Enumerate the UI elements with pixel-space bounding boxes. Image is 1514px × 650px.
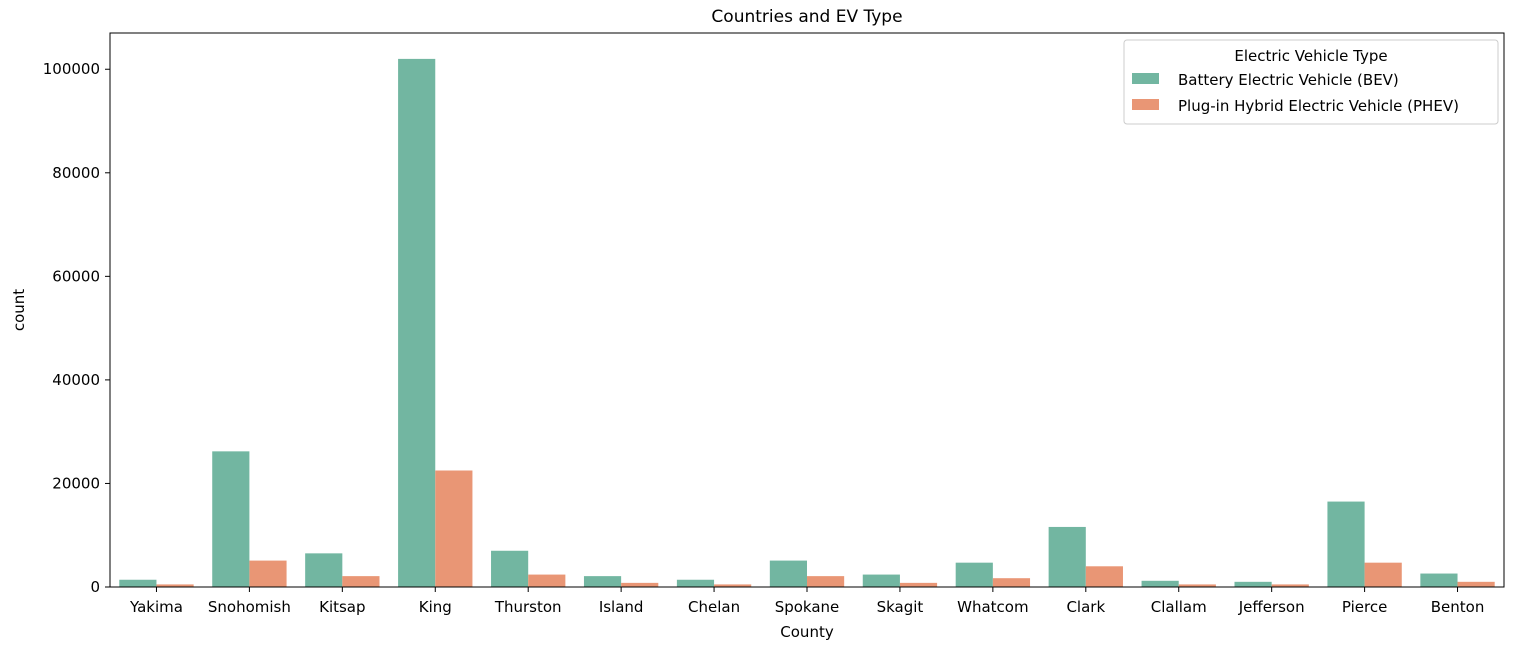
x-tick-label: Clallam [1151, 598, 1207, 616]
y-axis-label: count [10, 289, 28, 331]
x-tick-label: Jefferson [1238, 598, 1305, 616]
x-tick-label: Clark [1066, 598, 1105, 616]
y-tick-label: 40000 [52, 371, 100, 389]
legend-title: Electric Vehicle Type [1234, 47, 1387, 65]
x-tick-label: Thurston [494, 598, 562, 616]
bar-snohomish-bev [212, 451, 250, 587]
y-tick-label: 100000 [43, 60, 100, 78]
x-axis: Yakima Snohomish Kitsap King Thurston Island C… [129, 587, 1484, 616]
bar-clallam-bev [1141, 580, 1179, 587]
y-tick-label: 0 [90, 578, 100, 596]
bar-yakima-phev [156, 584, 194, 587]
bar-benton-phev [1457, 581, 1495, 587]
x-tick-label: Benton [1431, 598, 1485, 616]
y-tick-label: 20000 [52, 474, 100, 492]
x-axis-label: County [780, 623, 834, 641]
y-tick-label: 80000 [52, 164, 100, 182]
bar-benton-bev [1420, 573, 1458, 587]
bar-spokane-bev [769, 560, 807, 587]
bar-skagit-bev [862, 574, 900, 587]
y-axis: 0 20000 40000 60000 80000 100000 [43, 60, 110, 596]
bar-spokane-phev [807, 576, 845, 587]
bar-thurston-phev [528, 574, 566, 587]
bar-jefferson-phev [1271, 584, 1309, 587]
x-tick-label: Yakima [129, 598, 183, 616]
x-tick-label: Skagit [877, 598, 924, 616]
bar-chelan-phev [714, 584, 752, 587]
x-tick-label: Snohomish [208, 598, 291, 616]
bar-yakima-bev [119, 579, 157, 587]
legend-swatch-phev [1132, 99, 1159, 110]
x-tick-label: King [419, 598, 452, 616]
bar-chelan-bev [676, 579, 715, 587]
x-tick-label: Island [599, 598, 644, 616]
bar-snohomish-phev [249, 560, 287, 587]
bar-kitsap-bev [305, 553, 343, 587]
bar-pierce-phev [1364, 562, 1402, 587]
bar-whatcom-bev [955, 562, 993, 587]
legend: Electric Vehicle Type Battery Electric V… [1123, 39, 1499, 125]
legend-label-bev: Battery Electric Vehicle (BEV) [1178, 71, 1399, 89]
bar-kitsap-phev [342, 576, 380, 587]
bar-clark-phev [1085, 566, 1123, 587]
x-tick-label: Kitsap [319, 598, 365, 616]
bar-king-phev [435, 470, 473, 587]
legend-label-phev: Plug-in Hybrid Electric Vehicle (PHEV) [1178, 97, 1459, 115]
y-tick-label: 60000 [52, 267, 100, 285]
x-tick-label: Spokane [775, 598, 840, 616]
bar-clallam-phev [1178, 584, 1216, 587]
bar-pierce-bev [1327, 501, 1365, 587]
chart-title: Countries and EV Type [711, 7, 902, 27]
bar-king-bev [398, 58, 436, 587]
bar-clark-bev [1048, 526, 1086, 587]
bar-whatcom-phev [992, 578, 1031, 587]
bar-island-phev [621, 582, 659, 587]
plot-frame [109, 32, 1505, 588]
x-tick-label: Chelan [688, 598, 740, 616]
bar-jefferson-bev [1234, 581, 1272, 587]
bar-island-bev [583, 576, 622, 587]
bar-thurston-bev [491, 550, 529, 587]
legend-box [1123, 39, 1499, 125]
x-tick-label: Whatcom [957, 598, 1028, 616]
bars-group [119, 58, 1495, 587]
legend-swatch-bev [1132, 73, 1159, 84]
x-tick-label: Pierce [1342, 598, 1387, 616]
bar-skagit-phev [899, 582, 938, 587]
